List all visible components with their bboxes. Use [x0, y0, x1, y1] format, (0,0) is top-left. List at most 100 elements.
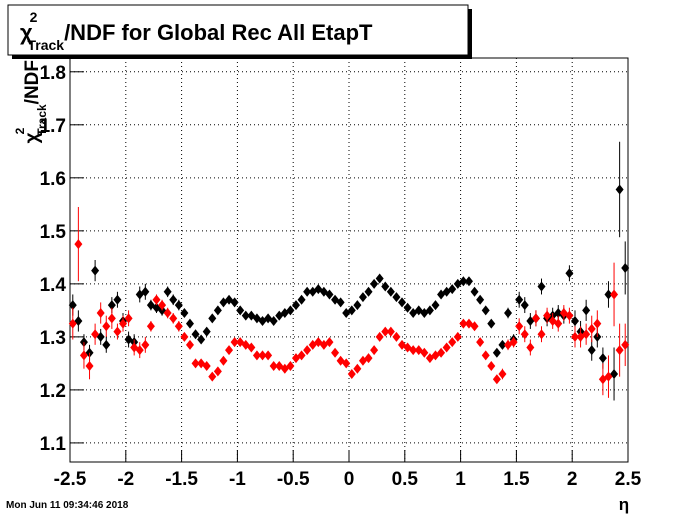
marker: [347, 305, 356, 316]
marker: [442, 342, 451, 353]
x-tick-label: 0.5: [392, 469, 419, 490]
marker: [375, 331, 384, 342]
marker: [113, 294, 122, 305]
y-tick-label: 1.1: [40, 434, 67, 455]
marker: [342, 358, 351, 369]
marker: [358, 292, 367, 303]
marker: [169, 313, 178, 324]
marker: [381, 326, 390, 337]
marker: [225, 345, 234, 356]
x-tick-label: 1.5: [503, 469, 530, 490]
x-tick-label: -2.5: [54, 469, 87, 490]
marker: [610, 289, 619, 300]
ylabel-sup: 2: [13, 127, 27, 134]
x-tick-label: 2.5: [615, 469, 642, 490]
marker: [604, 289, 613, 300]
ylabel-rest: /NDF: [22, 60, 43, 104]
marker: [85, 361, 94, 372]
marker: [392, 292, 401, 303]
marker: [537, 281, 546, 292]
marker: [470, 286, 479, 297]
marker: [297, 294, 306, 305]
marker: [185, 339, 194, 350]
marker: [185, 318, 194, 329]
marker: [180, 308, 189, 319]
marker: [236, 305, 245, 316]
marker: [537, 329, 546, 340]
marker: [102, 339, 111, 350]
marker: [437, 347, 446, 358]
marker: [269, 315, 278, 326]
x-tick-label: 1: [455, 469, 466, 490]
marker: [158, 300, 167, 311]
marker: [615, 345, 624, 356]
marker: [431, 300, 440, 311]
marker: [252, 350, 261, 361]
marker: [364, 353, 373, 364]
marker: [476, 337, 485, 348]
marker: [459, 318, 468, 329]
marker: [297, 350, 306, 361]
marker: [241, 310, 250, 321]
marker: [96, 308, 105, 319]
marker: [230, 337, 239, 348]
marker: [381, 281, 390, 292]
marker: [325, 337, 334, 348]
x-tick-label: -1: [229, 469, 246, 490]
marker: [325, 289, 334, 300]
y-tick-label: 1.8: [40, 63, 66, 84]
marker: [79, 350, 88, 361]
marker: [124, 313, 133, 324]
y-tick-label: 1.5: [40, 222, 67, 243]
marker: [582, 329, 591, 340]
marker: [146, 321, 155, 332]
marker: [448, 337, 457, 348]
marker: [141, 286, 150, 297]
marker: [621, 262, 630, 273]
marker: [135, 345, 144, 356]
marker: [375, 273, 384, 284]
marker: [587, 323, 596, 334]
marker: [582, 305, 591, 316]
marker: [163, 286, 172, 297]
marker: [286, 305, 295, 316]
marker: [119, 318, 128, 329]
marker: [107, 300, 116, 311]
x-tick-label: -1.5: [165, 469, 198, 490]
marker: [420, 347, 429, 358]
marker: [152, 294, 161, 305]
ylabel-sub: Track: [35, 104, 49, 136]
marker: [386, 326, 395, 337]
y-axis-label: χ2 Track/NDF: [13, 60, 49, 143]
marker: [213, 366, 222, 377]
marker: [331, 347, 340, 358]
marker: [364, 286, 373, 297]
marker: [492, 347, 501, 358]
marker: [481, 350, 490, 361]
marker: [303, 345, 312, 356]
marker: [74, 239, 83, 250]
marker: [492, 374, 501, 385]
marker: [409, 345, 418, 356]
marker: [392, 331, 401, 342]
marker: [347, 368, 356, 379]
title-sup: 2: [30, 9, 38, 25]
marker: [370, 345, 379, 356]
marker: [604, 371, 613, 382]
marker: [621, 339, 630, 350]
marker: [615, 184, 624, 195]
ylabel-symbol: χ: [22, 132, 43, 143]
marker: [487, 318, 496, 329]
marker: [303, 286, 312, 297]
x-tick-label: -0.5: [277, 469, 310, 490]
marker: [487, 361, 496, 372]
y-tick-label: 1.7: [40, 116, 66, 137]
marker: [509, 337, 518, 348]
marker: [68, 300, 77, 311]
marker: [191, 358, 200, 369]
marker: [202, 326, 211, 337]
grid: [69, 58, 629, 462]
marker: [448, 284, 457, 295]
